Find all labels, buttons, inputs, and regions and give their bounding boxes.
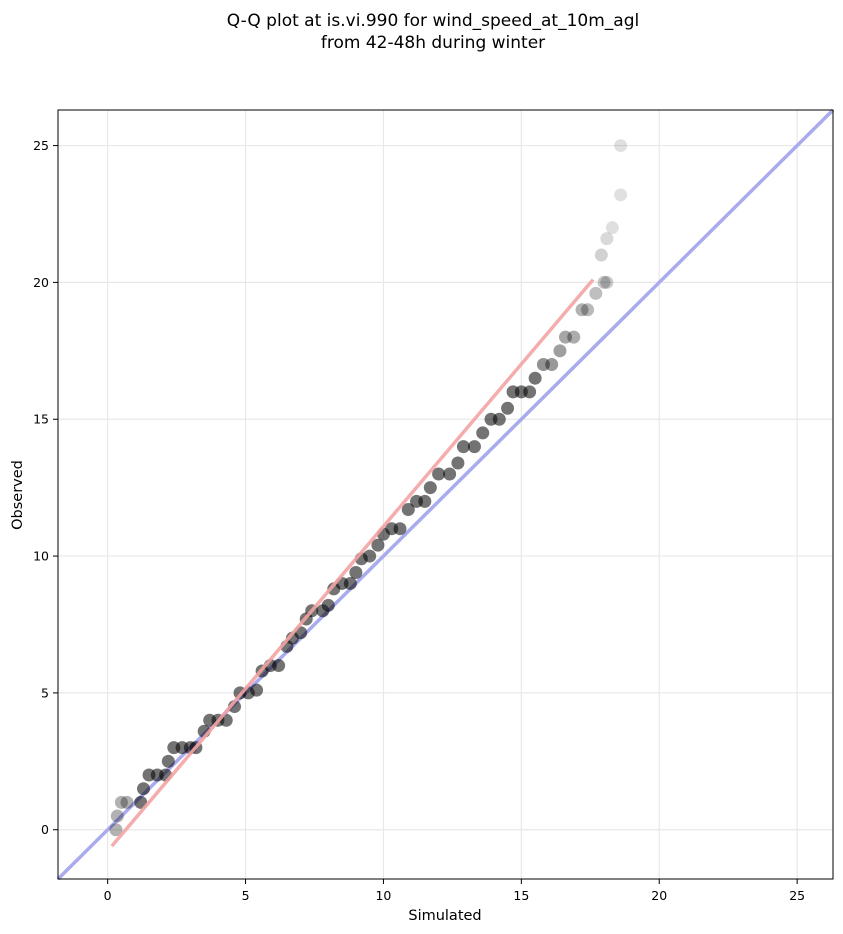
quantile-point — [250, 683, 264, 697]
quantile-point — [581, 303, 595, 317]
grid — [58, 110, 833, 879]
quantile-point — [536, 358, 550, 372]
x-tick-label: 10 — [375, 888, 391, 903]
quantile-point — [614, 188, 628, 202]
chart-title-line-1: Q-Q plot at is.vi.990 for wind_speed_at_… — [227, 11, 639, 31]
quantile-point — [272, 659, 286, 673]
y-tick-label: 0 — [41, 822, 49, 837]
chart-title-line-2: from 42-48h during winter — [321, 33, 545, 53]
quantile-point — [600, 275, 614, 289]
quantile-point — [109, 823, 123, 837]
axis-ticks: 0 5 10 15 20 25 0 5 10 15 20 25 — [33, 138, 805, 903]
quantile-point — [523, 385, 537, 399]
quantile-point — [476, 426, 490, 440]
x-tick-label: 25 — [789, 888, 805, 903]
x-axis-label: Simulated — [408, 908, 481, 924]
quantile-point — [110, 809, 124, 823]
quantile-point — [432, 467, 446, 481]
quantile-point — [349, 565, 363, 579]
x-tick-label: 5 — [242, 888, 250, 903]
quantile-point — [423, 481, 437, 495]
x-tick-label: 20 — [651, 888, 667, 903]
quantile-point — [553, 344, 567, 358]
fit-line — [110, 278, 595, 848]
x-tick-label: 0 — [104, 888, 112, 903]
quantile-point — [161, 754, 175, 768]
quantile-point — [467, 440, 481, 454]
quantile-point — [575, 303, 589, 317]
plot-area — [56, 108, 835, 881]
y-tick-label: 15 — [33, 412, 49, 427]
quantile-point — [451, 456, 465, 470]
quantile-point — [401, 503, 415, 517]
quantile-point — [456, 440, 470, 454]
quantile-point — [371, 538, 385, 552]
quantile-point — [443, 467, 457, 481]
quantile-point — [363, 549, 377, 563]
quantile-point — [528, 371, 542, 385]
quantile-point — [594, 248, 608, 262]
quantile-point — [614, 139, 628, 153]
quantile-point — [136, 782, 150, 796]
quantile-point — [418, 494, 432, 508]
quantile-point — [120, 795, 134, 809]
quantile-point — [605, 221, 619, 235]
quantile-point — [501, 401, 515, 415]
y-axis-label: Observed — [10, 460, 26, 530]
quantile-point — [567, 330, 581, 344]
x-tick-label: 15 — [513, 888, 529, 903]
axes-frame — [57, 109, 834, 880]
quantile-point — [492, 412, 506, 426]
y-tick-label: 5 — [41, 685, 49, 700]
quantile-point — [589, 286, 603, 300]
quantile-point — [343, 576, 357, 590]
quantile-point — [558, 330, 572, 344]
y-tick-label: 25 — [33, 138, 49, 153]
y-tick-label: 20 — [33, 275, 49, 290]
quantile-point — [393, 522, 407, 536]
quantile-point — [600, 232, 614, 246]
quantile-point — [597, 275, 611, 289]
quantile-point — [114, 795, 128, 809]
y-tick-label: 10 — [33, 549, 49, 564]
quantile-point — [321, 598, 335, 612]
quantile-point — [545, 358, 559, 372]
